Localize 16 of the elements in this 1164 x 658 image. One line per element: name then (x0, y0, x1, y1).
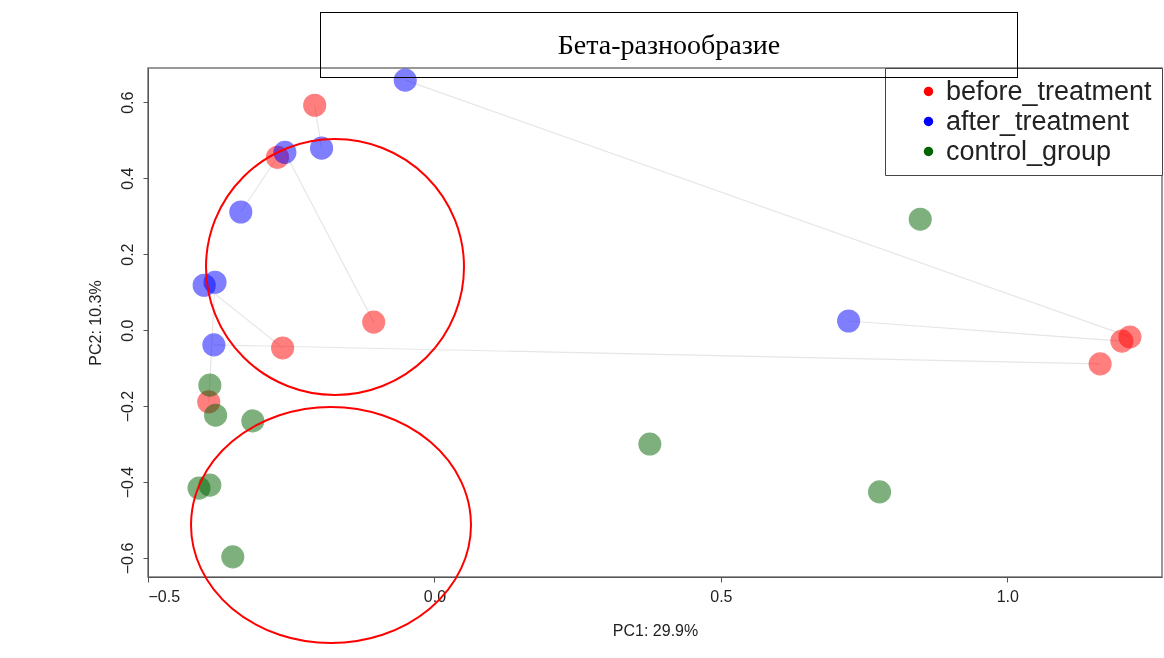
x-axis-title: PC1: 29.9% (612, 621, 699, 639)
y-tick-label: 0.2 (118, 243, 136, 266)
y-tick-label: 0.6 (118, 91, 136, 114)
y-tick-label: −0.4 (118, 466, 136, 499)
y-tick-label: −0.6 (118, 542, 136, 575)
x-tick-label: 1.0 (996, 587, 1020, 605)
x-tick-label: 0.5 (710, 587, 733, 605)
x-tick-label: −0.5 (148, 587, 181, 605)
y-tick-label: 0.4 (118, 167, 136, 190)
legend-label: control_group (946, 135, 1112, 166)
chart-title: Бета-разнообразие (557, 29, 781, 60)
y-axis-title: PC2: 10.3% (86, 280, 104, 366)
legend-label: before_treatment (946, 75, 1153, 106)
y-tick-label: −0.2 (118, 390, 136, 423)
y-tick-label: 0.0 (118, 319, 136, 342)
legend-label: after_treatment (946, 105, 1130, 136)
